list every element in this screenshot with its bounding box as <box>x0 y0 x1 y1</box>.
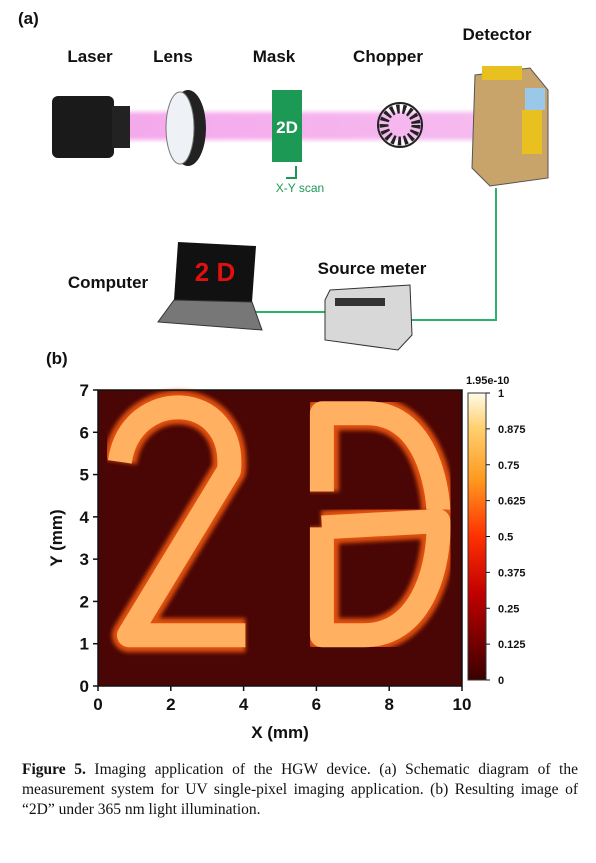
colorbar-tick-label: 0.875 <box>498 424 526 436</box>
source-meter-display <box>335 298 385 306</box>
laser <box>52 96 114 158</box>
chopper <box>379 104 421 146</box>
component-label: Mask <box>253 47 296 66</box>
y-tick-label: 2 <box>80 592 89 611</box>
laser-head <box>112 106 130 148</box>
caption: Figure 5. Imaging application of the HGW… <box>22 760 578 820</box>
digit-two <box>107 395 246 648</box>
colorbar-tick-label: 0 <box>498 675 504 687</box>
y-tick-label: 4 <box>80 508 90 527</box>
x-tick-label: 8 <box>384 695 393 714</box>
y-axis-label: Y (mm) <box>47 509 66 566</box>
colorbar-max-label: 1.95e-10 <box>466 375 509 387</box>
component-label: Detector <box>463 25 532 44</box>
scan-label: X-Y scan <box>276 181 324 195</box>
chopper-rim <box>377 102 423 148</box>
y-tick-label: 0 <box>80 677 89 696</box>
letter-d <box>309 509 451 648</box>
y-tick-label: 7 <box>80 381 89 400</box>
caption-text: Imaging application of the HGW device. (… <box>22 761 578 818</box>
laptop-screen <box>174 242 256 302</box>
colorbar-tick-label: 0.5 <box>498 532 513 544</box>
detector-pad <box>482 66 522 80</box>
colorbar-tick-label: 0.625 <box>498 496 526 508</box>
laptop-base <box>157 299 263 331</box>
caption-label: Figure 5. <box>22 761 86 778</box>
screen-text: 2 D <box>195 257 235 287</box>
component-label: Chopper <box>353 47 423 66</box>
x-tick-label: 0 <box>93 695 102 714</box>
panel-label: (b) <box>46 349 68 368</box>
x-tick-label: 2 <box>166 695 175 714</box>
source-meter <box>324 284 413 351</box>
component-label: Computer <box>68 273 149 292</box>
figure: (a) 2D X-Y scan 2 D Laser Lens Mask Chop… <box>18 9 549 742</box>
colorbar-tick-label: 0.25 <box>498 603 519 615</box>
colorbar-tick-label: 0.125 <box>498 639 526 651</box>
colorbar <box>467 392 487 681</box>
colorbar-tick-label: 0.375 <box>498 567 526 579</box>
heatmap <box>98 390 462 686</box>
panel-label: (a) <box>18 9 39 28</box>
component-label: Source meter <box>318 259 427 278</box>
x-axis-label: X (mm) <box>251 723 309 742</box>
lens <box>165 91 195 165</box>
y-tick-label: 1 <box>80 635 89 654</box>
component-label: Lens <box>153 47 193 66</box>
y-tick-label: 5 <box>80 466 89 485</box>
mask <box>272 90 302 162</box>
y-tick-label: 3 <box>80 550 89 569</box>
wire <box>410 188 497 321</box>
mask-text: 2D <box>276 118 298 137</box>
detector-pad <box>522 110 542 154</box>
x-tick-label: 10 <box>453 695 472 714</box>
colorbar-tick-label: 1 <box>498 388 504 400</box>
x-tick-label: 4 <box>239 695 249 714</box>
component-label: Laser <box>67 47 113 66</box>
detector-pad <box>525 88 545 110</box>
y-tick-label: 6 <box>80 423 89 442</box>
colorbar-tick-label: 0.75 <box>498 460 519 472</box>
scan-arrow <box>286 166 297 179</box>
plot-frame <box>97 389 463 687</box>
x-tick-label: 6 <box>312 695 321 714</box>
